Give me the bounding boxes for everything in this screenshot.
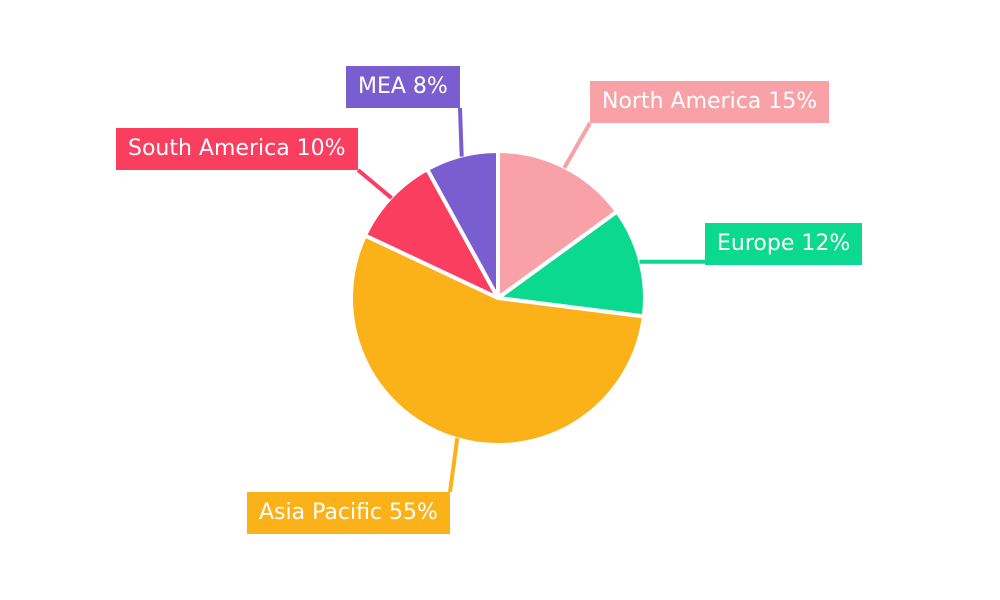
- leader-line-mea: [458, 107, 464, 157]
- slice-label-mea: MEA 8%: [346, 66, 460, 108]
- leader-line-asia-pacific: [448, 437, 460, 493]
- slice-label-europe: Europe 12%: [705, 223, 863, 265]
- slice-label-asia-pacific: Asia Pacific 55%: [247, 492, 450, 534]
- slice-label-south-america: South America 10%: [116, 128, 358, 170]
- leader-line-south-america: [356, 168, 393, 200]
- slice-label-north-america: North America 15%: [590, 81, 830, 123]
- leader-line-north-america: [562, 122, 592, 169]
